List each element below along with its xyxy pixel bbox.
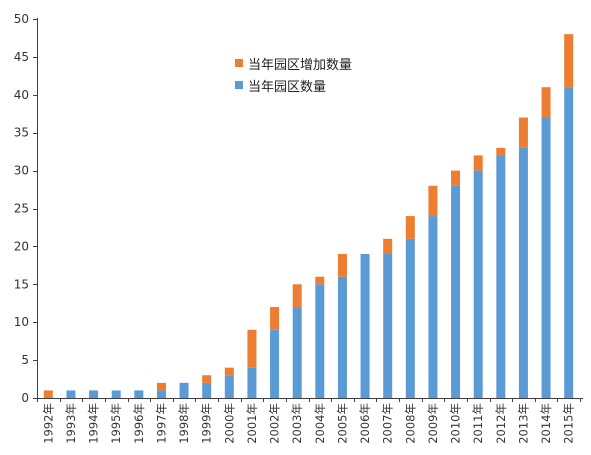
x-tick-label-15: 2007年	[381, 403, 395, 444]
bar-series-1-cat-16	[405, 216, 415, 239]
x-tick-label-5: 1997年	[154, 403, 168, 444]
x-tick-label-4: 1996年	[132, 403, 146, 444]
x-tick-label-2: 1994年	[87, 403, 101, 444]
bar-series-1-cat-7	[202, 375, 212, 383]
x-tick-label-23: 2015年	[562, 403, 576, 444]
x-tick-label-13: 2005年	[335, 403, 349, 444]
y-tick-label-6: 30	[14, 164, 29, 178]
bar-series-0-cat-5	[156, 390, 166, 398]
x-tick-label-9: 2001年	[245, 403, 259, 444]
y-axis: 0 5 10 15 20 25 30 35 40 45 50	[14, 12, 38, 405]
bar-series-0-cat-16	[405, 238, 415, 398]
x-tick-label-20: 2012年	[494, 403, 508, 444]
bar-series-0-cat-8	[224, 375, 234, 398]
x-tick-label-3: 1995年	[109, 403, 123, 444]
y-tick-label-7: 35	[14, 126, 29, 140]
legend-swatch-parks-count	[235, 81, 243, 89]
bar-series-1-cat-11	[292, 284, 302, 308]
y-tick-label-10: 50	[14, 12, 29, 26]
y-tick-label-1: 5	[21, 353, 29, 367]
bar-series-0-cat-18	[451, 185, 461, 398]
bar-series-0-cat-9	[247, 367, 257, 398]
bar-series-1-cat-21	[518, 117, 528, 148]
bar-series-1-cat-0	[43, 390, 53, 398]
x-tick-label-17: 2009年	[426, 403, 440, 444]
bar-series-1-cat-22	[541, 87, 551, 118]
bar-series-1-cat-9	[247, 329, 257, 368]
x-tick-label-16: 2008年	[403, 403, 417, 444]
bar-series-0-cat-13	[337, 276, 347, 398]
y-tick-label-8: 40	[14, 88, 29, 102]
x-tick-label-11: 2003年	[290, 403, 304, 444]
bar-series-0-cat-14	[360, 253, 370, 398]
x-tick-label-19: 2011年	[471, 403, 485, 444]
x-tick-label-6: 1998年	[177, 403, 191, 444]
x-tick-label-18: 2010年	[449, 403, 463, 444]
legend-label-parks-count: 当年园区数量	[248, 80, 326, 95]
x-tick-label-12: 2004年	[313, 403, 327, 444]
bar-series-1-cat-8	[224, 367, 234, 376]
bar-series-1-cat-19	[473, 155, 483, 171]
y-tick-label-4: 20	[14, 239, 29, 253]
bar-series-0-cat-11	[292, 307, 302, 398]
bar-series-0-cat-7	[202, 382, 212, 398]
x-tick-label-14: 2006年	[358, 403, 372, 444]
bar-series-1-cat-10	[270, 307, 280, 330]
x-tick-label-0: 1992年	[41, 403, 55, 444]
x-tick-label-22: 2014年	[539, 403, 553, 444]
bar-series-1-cat-18	[451, 170, 461, 186]
x-tick-label-10: 2002年	[268, 403, 282, 444]
y-tick-label-3: 15	[14, 277, 29, 291]
bar-series-0-cat-10	[270, 329, 280, 398]
bar-series-0-cat-3	[111, 390, 121, 398]
legend: 当年园区增加数量 当年园区数量	[235, 58, 352, 95]
bar-series-0-cat-21	[518, 147, 528, 398]
bar-series-1-cat-13	[337, 253, 347, 277]
bar-series-0-cat-15	[383, 253, 393, 398]
y-tick-label-5: 25	[14, 202, 29, 216]
bar-group	[43, 34, 574, 398]
bar-series-0-cat-12	[315, 284, 325, 398]
bar-series-1-cat-17	[428, 185, 438, 217]
bar-series-0-cat-17	[428, 216, 438, 398]
legend-label-parks-added: 当年园区增加数量	[248, 58, 352, 73]
x-tick-label-21: 2013年	[516, 403, 530, 444]
bar-series-0-cat-20	[496, 155, 506, 398]
x-tick-label-1: 1993年	[64, 403, 78, 444]
bar-series-1-cat-12	[315, 276, 325, 285]
x-axis: 1992年 1993年 1994年 1995年 1996年 1997年 1998年 1999年…	[37, 398, 583, 444]
bar-series-1-cat-20	[496, 147, 506, 156]
x-tick-label-7: 1999年	[200, 403, 214, 444]
y-tick-label-2: 10	[14, 315, 29, 329]
bar-series-1-cat-23	[564, 34, 574, 88]
bar-series-0-cat-1	[66, 390, 76, 398]
bar-series-1-cat-5	[156, 382, 166, 391]
y-tick-label-9: 45	[14, 50, 29, 64]
bar-series-0-cat-23	[564, 87, 574, 398]
x-tick-label-8: 2000年	[222, 403, 236, 444]
bar-series-0-cat-4	[134, 390, 144, 398]
legend-swatch-parks-added	[235, 59, 243, 67]
bar-series-0-cat-6	[179, 382, 189, 398]
bar-series-1-cat-15	[383, 238, 393, 254]
bar-series-0-cat-2	[89, 390, 99, 398]
y-tick-label-0: 0	[21, 391, 29, 405]
bar-series-0-cat-19	[473, 170, 483, 398]
bar-series-0-cat-22	[541, 117, 551, 398]
